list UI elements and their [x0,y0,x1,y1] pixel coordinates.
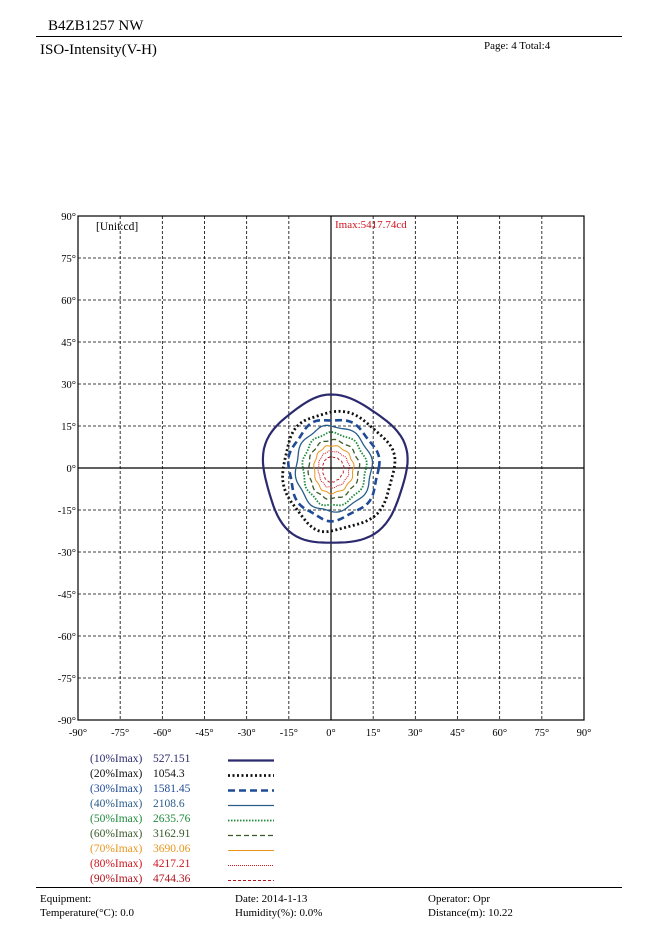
x-tick-label: 15° [366,728,381,739]
legend-level-value: 1054.3 [153,768,185,780]
x-tick-label: -30° [238,728,256,739]
page-counter: Page: 4 Total:4 [484,40,551,52]
contour-40pct [294,424,374,513]
y-tick-label: 90° [61,212,76,223]
contour-60pct [307,438,361,501]
legend-level-value: 3162.91 [153,828,191,840]
x-tick-label: 75° [534,728,549,739]
y-tick-label: 60° [61,296,76,307]
x-tick-label: 60° [492,728,507,739]
legend-level-label: (10%Imax) [90,753,143,765]
date-readout: Date: 2014-1-13 [235,893,308,905]
contour-90pct [321,456,345,483]
legend-level-label: (20%Imax) [90,768,143,780]
unit-label: [Unit:cd] [96,221,138,233]
distance-readout: Distance(m): 10.22 [428,907,513,919]
contour-70pct [313,445,355,495]
model-name: B4ZB1257 NW [48,18,144,34]
x-tick-label: 45° [450,728,465,739]
page-title: ISO-Intensity(V-H) [40,42,157,58]
legend-level-value: 3690.06 [153,843,191,855]
y-tick-label: 30° [61,380,76,391]
plot-frame [77,215,585,721]
y-tick-label: 45° [61,338,76,349]
x-tick-label: -45° [195,728,213,739]
legend-level-value: 4217.21 [153,858,191,870]
legend-level-label: (60%Imax) [90,828,143,840]
y-tick-label: -60° [58,632,76,643]
legend-level-label: (50%Imax) [90,813,143,825]
y-tick-label: -90° [58,716,76,727]
y-tick-label: 15° [61,422,76,433]
temperature-readout: Temperature(°C): 0.0 [40,907,135,919]
legend-level-label: (70%Imax) [90,843,143,855]
humidity-readout: Humidity(%): 0.0% [235,907,323,919]
x-tick-label: -15° [280,728,298,739]
y-tick-label: 0° [67,464,76,475]
x-tick-label: 90° [577,728,592,739]
x-tick-label: -60° [153,728,171,739]
header-divider [36,36,622,37]
y-tick-label: -15° [58,506,76,517]
legend-level-label: (80%Imax) [90,858,143,870]
legend-level-label: (90%Imax) [90,873,143,885]
footer-divider [36,887,622,888]
contour-10pct [261,393,409,544]
y-tick-label: -30° [58,548,76,559]
operator-readout: Operator: Opr [428,893,491,905]
y-tick-label: -75° [58,674,76,685]
y-tick-label: 75° [61,254,76,265]
x-tick-label: -90° [69,728,87,739]
y-tick-label: -45° [58,590,76,601]
legend-level-label: (40%Imax) [90,798,143,810]
equipment-label: Equipment: [40,893,92,905]
legend-level-value: 527.151 [153,753,191,765]
contour-30pct [286,418,381,523]
x-tick-label: 0° [326,728,335,739]
legend-level-label: (30%Imax) [90,783,143,795]
imax-label: Imax:5417.74cd [335,219,407,231]
legend-level-value: 4744.36 [153,873,191,885]
legend-level-value: 2108.6 [153,798,185,810]
legend-level-value: 1581.45 [153,783,191,795]
legend-level-value: 2635.76 [153,813,191,825]
x-tick-label: 30° [408,728,423,739]
x-tick-label: -75° [111,728,129,739]
contour-80pct [317,450,351,489]
contour-20pct [281,409,397,534]
